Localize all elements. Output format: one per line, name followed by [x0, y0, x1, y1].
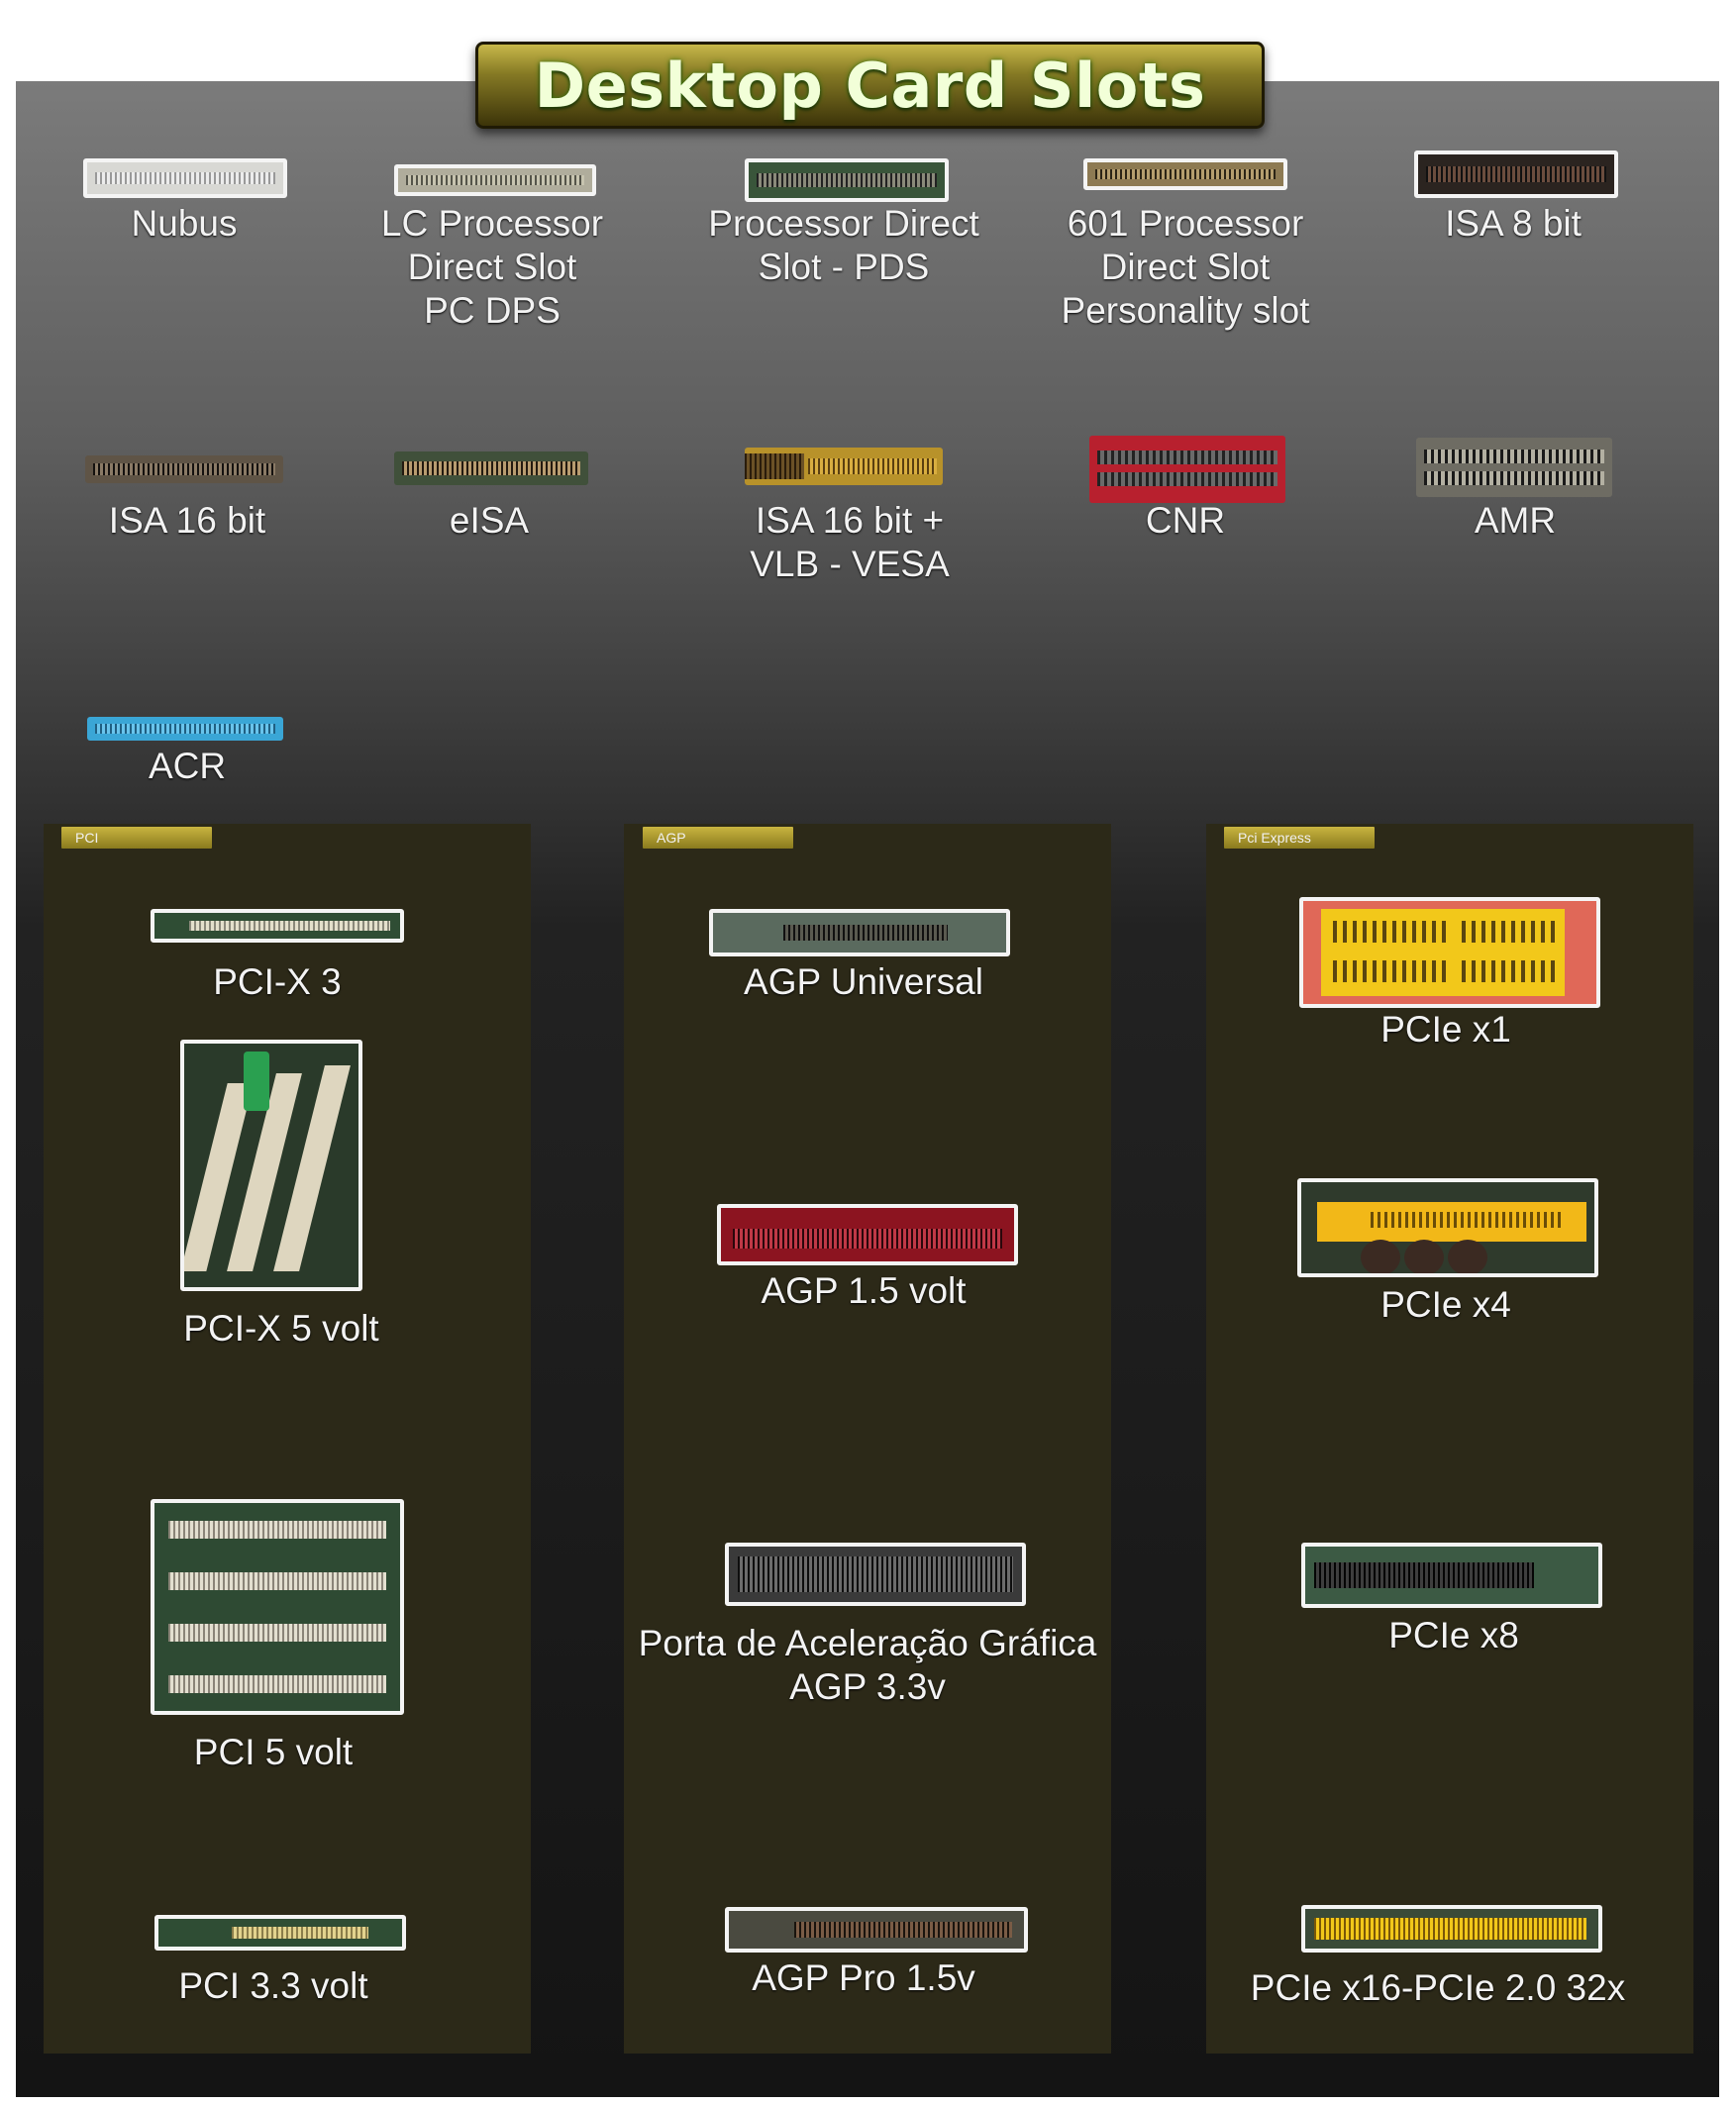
tab-pci: PCI — [61, 827, 212, 849]
slot-label: AMR — [1474, 500, 1557, 541]
slot-label: PCI-X 5 volt — [183, 1308, 379, 1349]
lc-pds-slot-icon — [394, 164, 596, 196]
pci-3v3-slot-icon — [154, 1915, 406, 1951]
agp-section — [624, 824, 1111, 2054]
pcie-x4-slot-icon — [1297, 1178, 1598, 1277]
pcie-x1-slot-icon — [1299, 897, 1600, 1008]
slot-label: PCIe x16-PCIe 2.0 32x — [1250, 1967, 1626, 2008]
tab-pci-express: Pci Express — [1224, 827, 1375, 849]
601-pds-slot-icon — [1083, 158, 1287, 190]
title-banner: Desktop Card Slots — [475, 42, 1265, 129]
slot-label: Porta de Aceleração Gráfica AGP 3.3v — [638, 1623, 1097, 1707]
isa-16bit-slot-icon — [85, 455, 283, 483]
pcie-section — [1206, 824, 1693, 2054]
pcie-x16-slot-icon — [1301, 1905, 1602, 1953]
slot-label: PCIe x1 — [1380, 1009, 1511, 1050]
agp-3v3-slot-icon — [725, 1543, 1026, 1606]
isa-8bit-slot-icon — [1414, 150, 1618, 198]
slot-label: PCI-X 3 — [213, 961, 342, 1002]
slot-label: CNR — [1145, 500, 1226, 541]
eisa-slot-icon — [394, 451, 588, 485]
slot-label: 601 Processor Direct Slot Personality sl… — [1061, 203, 1310, 331]
nubus-slot-icon — [83, 158, 287, 198]
isa-vlb-slot-icon — [745, 448, 943, 485]
cnr-slot-icon — [1089, 436, 1285, 503]
slot-label: ACR — [148, 746, 227, 786]
pci-x-3-slot-icon — [151, 909, 404, 943]
pds-slot-icon — [745, 158, 949, 202]
slot-label: Processor Direct Slot - PDS — [708, 203, 979, 287]
agp-pro-slot-icon — [725, 1907, 1028, 1953]
acr-slot-icon — [87, 717, 283, 741]
slot-label: ISA 8 bit — [1445, 203, 1582, 244]
slot-label: PCIe x4 — [1380, 1284, 1511, 1325]
amr-slot-icon — [1416, 438, 1612, 497]
slot-label: AGP 1.5 volt — [761, 1270, 967, 1311]
slot-label: PCI 5 volt — [193, 1732, 354, 1772]
pci-x-5v-slot-icon — [180, 1040, 362, 1291]
page-title: Desktop Card Slots — [534, 49, 1206, 122]
tab-agp: AGP — [643, 827, 793, 849]
agp-universal-slot-icon — [709, 909, 1010, 956]
slot-label: eISA — [449, 500, 530, 541]
slot-label: AGP Pro 1.5v — [752, 1957, 975, 1998]
slot-label: ISA 16 bit + VLB - VESA — [750, 500, 950, 584]
pci-5v-slot-icon — [151, 1499, 404, 1715]
agp-1v5-slot-icon — [717, 1204, 1018, 1265]
slot-label: ISA 16 bit — [108, 500, 266, 541]
pcie-x8-slot-icon — [1301, 1543, 1602, 1608]
slot-label: PCIe x8 — [1388, 1615, 1519, 1655]
slot-label: PCI 3.3 volt — [178, 1965, 368, 2006]
slot-label: AGP Universal — [744, 961, 983, 1002]
slot-label: Nubus — [131, 203, 238, 244]
slot-label: LC Processor Direct Slot PC DPS — [380, 203, 604, 331]
pci-section — [44, 824, 531, 2054]
